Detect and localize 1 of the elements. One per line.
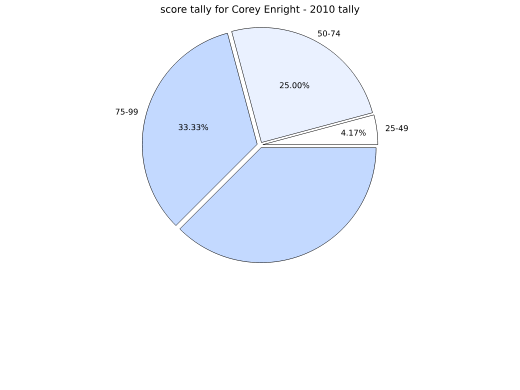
chart-title: score tally for Corey Enright - 2010 tally [160,5,360,15]
